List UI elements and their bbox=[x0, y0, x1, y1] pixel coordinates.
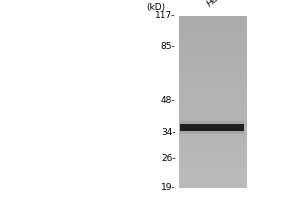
Bar bbox=[180, 124, 244, 131]
Text: 85-: 85- bbox=[161, 42, 176, 51]
Text: 34-: 34- bbox=[161, 128, 176, 137]
Text: 19-: 19- bbox=[161, 184, 176, 192]
Text: 48-: 48- bbox=[161, 96, 176, 105]
Text: 117-: 117- bbox=[155, 11, 175, 21]
Text: 26-: 26- bbox=[161, 154, 176, 163]
Bar bbox=[180, 121, 244, 134]
Text: (kD): (kD) bbox=[146, 3, 166, 12]
Text: HuvEc: HuvEc bbox=[206, 0, 233, 9]
